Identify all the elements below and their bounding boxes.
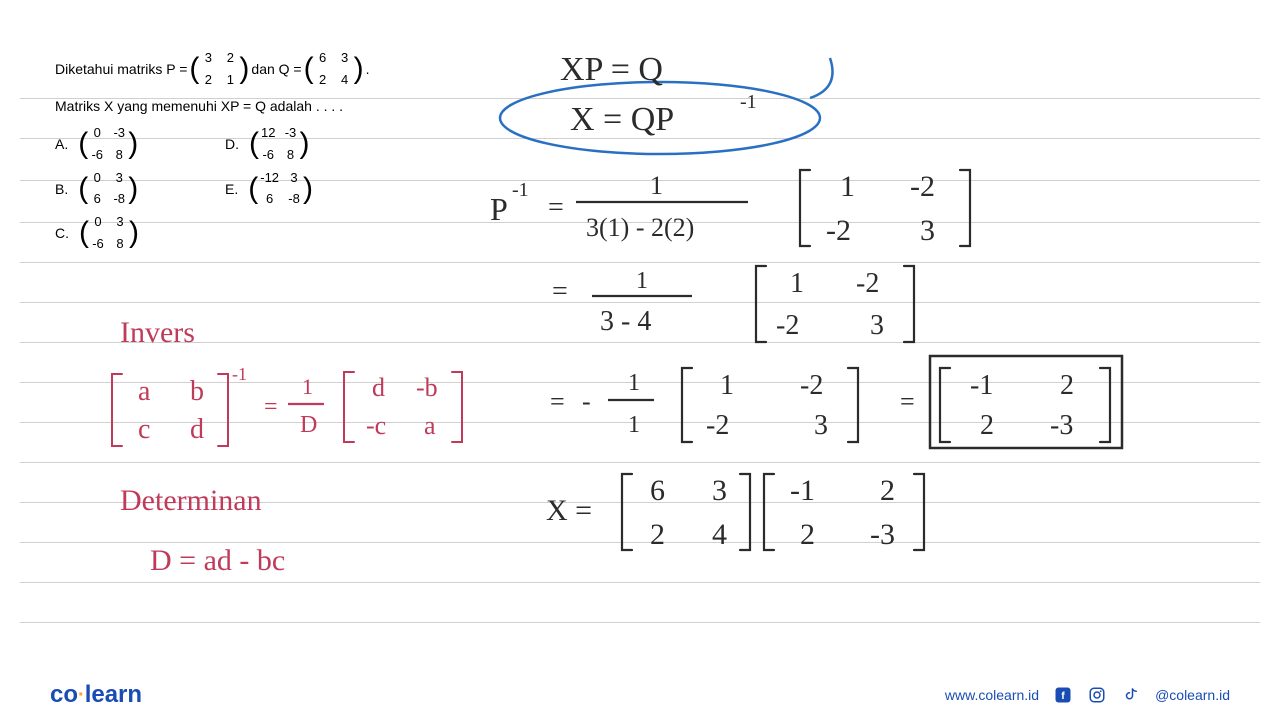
- instagram-icon: [1087, 685, 1107, 705]
- problem-intro-mid: dan Q =: [251, 58, 301, 80]
- footer-url: www.colearn.id: [945, 687, 1039, 703]
- colearn-logo: co·learn: [50, 681, 142, 709]
- problem-intro-suffix: .: [366, 58, 370, 80]
- option-D: D.(12-3-68): [225, 123, 395, 166]
- svg-text:-2: -2: [856, 268, 879, 299]
- svg-text:-2: -2: [800, 370, 823, 401]
- svg-text:-b: -b: [416, 373, 438, 402]
- svg-text:=: =: [552, 276, 568, 307]
- svg-text:D: D: [300, 412, 317, 438]
- svg-text:f: f: [1061, 690, 1065, 702]
- matrix-P: ( 3 2 2 1 ): [189, 48, 249, 91]
- svg-text:-3: -3: [1050, 410, 1073, 441]
- svg-text:4: 4: [712, 518, 727, 551]
- svg-text:d: d: [372, 373, 385, 402]
- svg-text:c: c: [138, 414, 150, 445]
- svg-text:X = QP: X = QP: [570, 101, 674, 138]
- answer-options: A.(0-3-68)D.(12-3-68)B.(036-8)E.(-1236-8…: [55, 123, 435, 255]
- svg-text:-1: -1: [970, 370, 993, 401]
- svg-text:1: 1: [628, 370, 640, 396]
- svg-text:a: a: [424, 411, 436, 440]
- svg-text:-2: -2: [706, 410, 729, 441]
- svg-text:1: 1: [720, 370, 734, 401]
- facebook-icon: f: [1053, 685, 1073, 705]
- svg-text:-: -: [582, 387, 591, 416]
- svg-text:XP = Q: XP = Q: [560, 51, 663, 88]
- svg-text:-2: -2: [910, 170, 935, 203]
- svg-text:1: 1: [790, 268, 804, 299]
- svg-text:-1: -1: [512, 179, 529, 201]
- svg-text:Determinan: Determinan: [120, 484, 262, 517]
- svg-text:Invers: Invers: [120, 316, 195, 349]
- svg-text:1: 1: [302, 374, 313, 399]
- option-C: C.(03-68): [55, 212, 225, 255]
- option-E: E.(-1236-8): [225, 168, 395, 211]
- svg-text:a: a: [138, 376, 151, 407]
- svg-text:6: 6: [650, 474, 665, 507]
- svg-text:3: 3: [814, 410, 828, 441]
- svg-text:2: 2: [1060, 370, 1074, 401]
- option-B: B.(036-8): [55, 168, 225, 211]
- svg-text:1: 1: [636, 268, 648, 294]
- svg-text:=: =: [264, 394, 278, 420]
- svg-text:3: 3: [712, 474, 727, 507]
- svg-text:-1: -1: [790, 474, 815, 507]
- svg-text:d: d: [190, 414, 204, 445]
- svg-text:2: 2: [880, 474, 895, 507]
- matrix-Q: ( 6 3 2 4 ): [304, 48, 364, 91]
- footer-bar: co·learn www.colearn.id f @colearn.id: [0, 670, 1280, 720]
- svg-text:3: 3: [870, 310, 884, 341]
- svg-text:=: =: [548, 192, 564, 223]
- svg-text:=: =: [550, 387, 565, 416]
- svg-text:b: b: [190, 376, 204, 407]
- svg-text:3 - 4: 3 - 4: [600, 306, 651, 337]
- svg-text:3: 3: [920, 214, 935, 247]
- problem-question: Matriks X yang memenuhi XP = Q adalah . …: [55, 95, 435, 117]
- svg-text:X =: X =: [546, 494, 592, 527]
- svg-text:1: 1: [650, 171, 663, 200]
- svg-text:2: 2: [980, 410, 994, 441]
- svg-text:2: 2: [650, 518, 665, 551]
- footer-handle: @colearn.id: [1155, 687, 1230, 703]
- svg-text:-3: -3: [870, 518, 895, 551]
- svg-text:-1: -1: [740, 91, 757, 113]
- svg-text:-1: -1: [232, 364, 247, 384]
- svg-text:-2: -2: [826, 214, 851, 247]
- problem-intro-prefix: Diketahui matriks P =: [55, 58, 187, 80]
- svg-text:-2: -2: [776, 310, 799, 341]
- svg-text:-c: -c: [366, 411, 386, 440]
- svg-text:2: 2: [800, 518, 815, 551]
- svg-text:=: =: [900, 387, 915, 416]
- problem-statement: Diketahui matriks P = ( 3 2 2 1 ) dan Q …: [55, 48, 435, 255]
- svg-text:3(1) - 2(2): 3(1) - 2(2): [586, 213, 694, 242]
- svg-text:D = ad - bc: D = ad - bc: [150, 544, 285, 577]
- svg-text:1: 1: [840, 170, 855, 203]
- tiktok-icon: [1121, 685, 1141, 705]
- svg-text:1: 1: [628, 412, 640, 438]
- option-A: A.(0-3-68): [55, 123, 225, 166]
- svg-text:P: P: [490, 191, 508, 227]
